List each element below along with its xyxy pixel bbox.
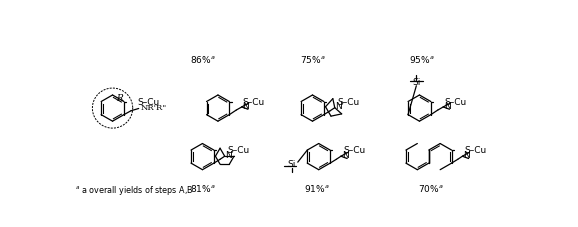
- Text: 95%$^a$: 95%$^a$: [409, 54, 435, 65]
- Text: N: N: [243, 102, 249, 111]
- Text: $^a$ a overall yields of steps A,B: $^a$ a overall yields of steps A,B: [75, 184, 193, 197]
- Text: S–Cu: S–Cu: [444, 98, 466, 107]
- Text: S–Cu: S–Cu: [343, 146, 365, 155]
- Text: NR'R": NR'R": [140, 104, 166, 112]
- Text: S–Cu: S–Cu: [227, 146, 249, 155]
- Text: Si: Si: [287, 160, 296, 169]
- Text: N: N: [463, 151, 470, 160]
- Text: S–Cu: S–Cu: [337, 98, 360, 107]
- Text: S–Cu: S–Cu: [465, 146, 487, 155]
- Text: 75%$^a$: 75%$^a$: [300, 54, 325, 65]
- Text: 86%$^a$: 86%$^a$: [190, 54, 215, 65]
- Text: N: N: [225, 151, 232, 160]
- Text: S–Cu: S–Cu: [243, 98, 265, 107]
- Text: 81%$^a$: 81%$^a$: [190, 183, 215, 195]
- Text: N: N: [444, 102, 451, 111]
- Text: N: N: [336, 102, 342, 111]
- Text: N: N: [342, 151, 349, 160]
- Text: Si: Si: [412, 78, 421, 87]
- Text: R: R: [117, 94, 123, 104]
- Text: 91%$^a$: 91%$^a$: [303, 183, 329, 195]
- Text: S–Cu: S–Cu: [137, 98, 160, 107]
- Text: 70%$^a$: 70%$^a$: [418, 183, 444, 195]
